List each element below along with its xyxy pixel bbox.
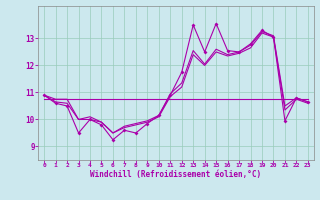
X-axis label: Windchill (Refroidissement éolien,°C): Windchill (Refroidissement éolien,°C) — [91, 170, 261, 179]
